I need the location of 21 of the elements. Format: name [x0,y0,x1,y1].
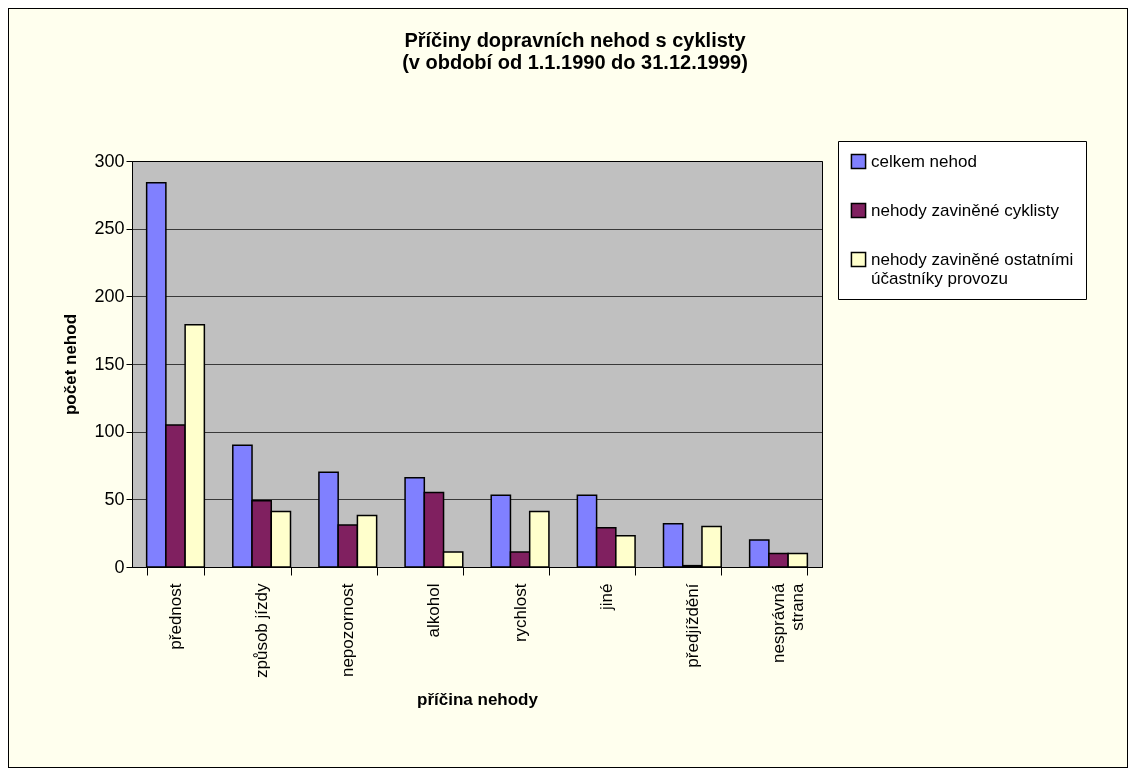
y-tick-label: 150 [94,353,125,374]
x-axis-title: příčina nehody [417,690,539,709]
y-axis-title: počet nehod [61,313,81,416]
y-tick-label: 300 [94,150,125,171]
y-tick-label: 50 [104,488,125,509]
legend-label: nehody zaviněné ostatními účastníky provozu [871,249,1074,288]
x-tick-label: nesprávná strana [769,582,807,663]
x-tick-label: nepozornost [338,583,358,678]
x-tick-label: způsob jízdy [252,583,272,678]
y-tick-label: 0 [114,556,125,577]
y-tick-label: 100 [94,421,125,442]
y-tick-label: 200 [94,285,125,306]
x-tick-label: rychlost [510,583,530,643]
x-tick-label: předjíždění [682,583,702,668]
x-tick-label: jiné [596,583,616,611]
chart-title: Příčiny dopravních nehod s cyklisty (v období od 1.1.1990 do 31.12.1999) [402,28,748,73]
legend-label: celkem nehod [871,151,977,171]
x-tick-label: přednost [166,583,185,650]
x-tick-label: alkohol [424,583,444,638]
y-tick-label: 250 [94,218,125,239]
legend-label: nehody zaviněné cyklisty [871,200,1060,220]
